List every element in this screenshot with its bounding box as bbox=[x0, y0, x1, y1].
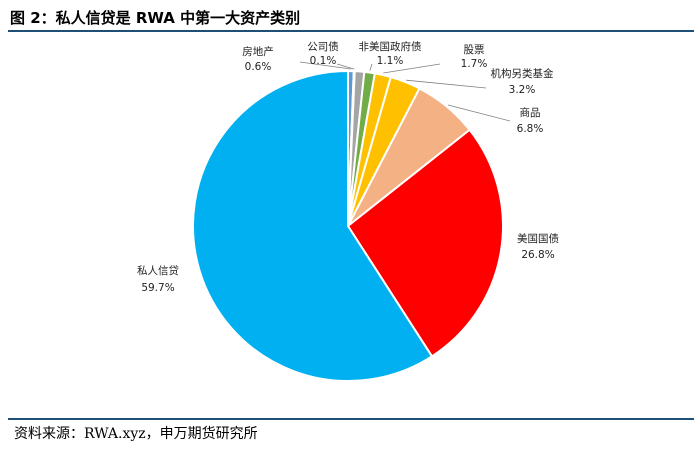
leader-line-0 bbox=[299, 61, 351, 70]
slice-name-4: 股票 bbox=[464, 44, 485, 56]
leader-line-1 bbox=[336, 63, 355, 70]
slice-name-1: 公司债 bbox=[307, 40, 339, 53]
slice-value-1: 0.1% bbox=[310, 55, 337, 67]
slice-value-4: 1.7% bbox=[461, 58, 488, 70]
slice-value-8: 59.7% bbox=[141, 282, 174, 294]
leader-line-6 bbox=[447, 104, 511, 122]
slice-value-6: 6.8% bbox=[517, 123, 544, 135]
pie-slice-7 bbox=[346, 128, 504, 358]
chart-title: 图 2：私人信贷是 RWA 中第一大资产类别 bbox=[10, 9, 301, 27]
slice-value-0: 0.6% bbox=[245, 61, 272, 73]
source-note: 资料来源：RWA.xyz，申万期货研究所 bbox=[14, 426, 258, 442]
slice-value-5: 3.2% bbox=[509, 84, 536, 96]
slice-name-5: 机构另类基金 bbox=[491, 67, 554, 80]
leader-lines bbox=[299, 61, 511, 122]
slice-name-8: 私人信贷 bbox=[137, 264, 179, 277]
leader-line-4 bbox=[383, 63, 441, 74]
slice-value-7: 26.8% bbox=[521, 249, 554, 261]
slice-value-3: 1.1% bbox=[377, 55, 404, 67]
pie-slices bbox=[192, 69, 504, 382]
leader-line-3 bbox=[369, 63, 373, 71]
source-divider bbox=[8, 418, 694, 420]
slice-labels: 房地产 0.6% 公司债 0.1% 非美国政府债 1.1% 股票 1.7%机构另类基金 3.2%… bbox=[137, 40, 559, 294]
pie-slice-8 bbox=[192, 69, 434, 382]
slice-name-0: 房地产 bbox=[242, 45, 274, 58]
slice-name-7: 美国国债 bbox=[517, 232, 559, 245]
leader-line-5 bbox=[406, 79, 487, 89]
title-divider bbox=[8, 30, 694, 32]
slice-name-6: 商品 bbox=[520, 106, 541, 119]
slice-name-3: 非美国政府债 bbox=[359, 40, 422, 53]
